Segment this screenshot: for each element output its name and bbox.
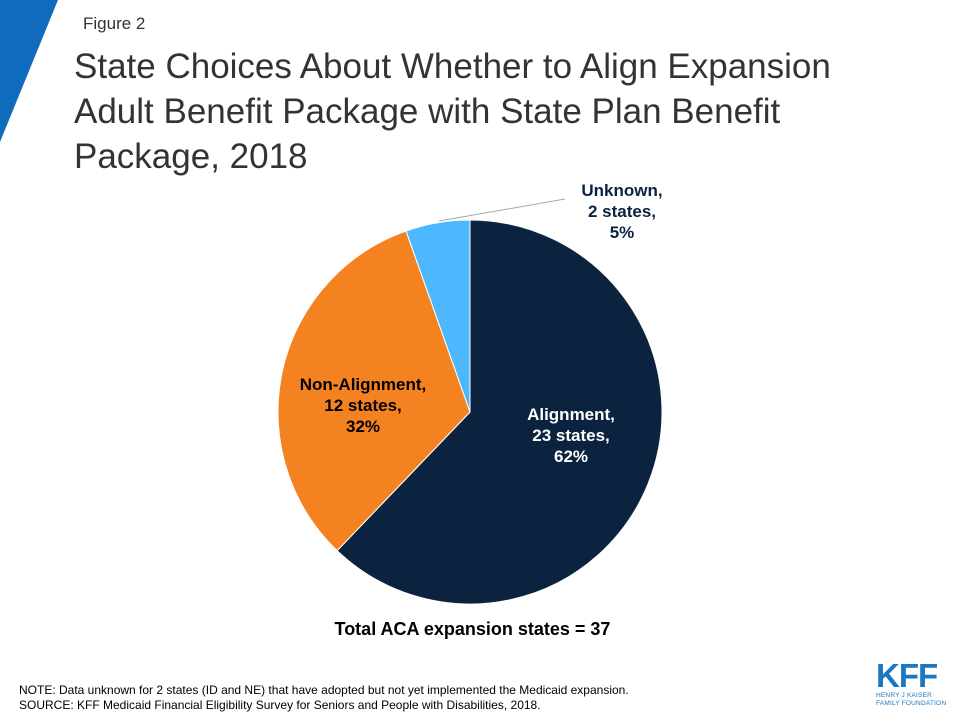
logo-mark: KFF bbox=[876, 657, 938, 694]
figure-label: Figure 2 bbox=[83, 14, 146, 33]
pie-slice-non-alignment bbox=[277, 230, 471, 552]
total-states-label: Total ACA expansion states = 37 bbox=[334, 619, 611, 639]
pie-slice-alignment bbox=[336, 219, 663, 605]
slice-labels: Alignment, 23 states, 62% Non-Alignment, 12 … bbox=[300, 181, 663, 466]
chart-title: State Choices About Whether to Align Exp… bbox=[74, 47, 831, 176]
slice-label-alignment: Alignment, 23 states, 62% bbox=[527, 405, 615, 466]
kff-logo: KFF HENRY J KAISER FAMILY FOUNDATION bbox=[876, 657, 947, 708]
pie-slices bbox=[277, 219, 663, 605]
pie-slice-unknown bbox=[405, 219, 471, 413]
corner-accent bbox=[0, 0, 58, 142]
logo-line-1: HENRY J KAISER bbox=[876, 692, 933, 699]
unknown-leader-line bbox=[438, 198, 566, 222]
source-text: SOURCE: KFF Medicaid Financial Eligibili… bbox=[19, 698, 541, 712]
note-text: NOTE: Data unknown for 2 states (ID and … bbox=[19, 683, 629, 697]
slice-label-unknown: Unknown, 2 states, 5% bbox=[581, 181, 662, 242]
slice-label-non-alignment: Non-Alignment, 12 states, 32% bbox=[300, 375, 427, 436]
footnotes: NOTE: Data unknown for 2 states (ID and … bbox=[19, 683, 629, 713]
logo-line-2: FAMILY FOUNDATION bbox=[876, 700, 947, 707]
